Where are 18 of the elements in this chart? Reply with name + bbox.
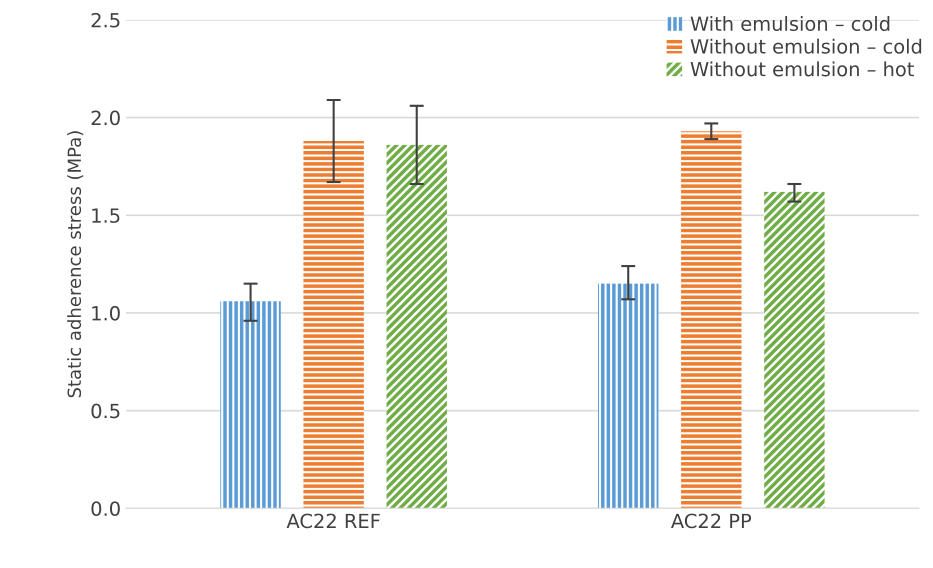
y-tick-label: 1.0	[92, 306, 120, 321]
legend-label: Without emulsion – cold	[690, 38, 922, 54]
legend-label: With emulsion – cold	[690, 16, 890, 32]
y-tick-label: 0.0	[91, 501, 120, 516]
legend-label: Without emulsion – hot	[690, 61, 914, 76]
x-tick-label: AC22 PP	[671, 514, 752, 528]
bar	[386, 144, 447, 508]
bar	[681, 131, 742, 508]
y-tick-label: 0.5	[91, 404, 120, 418]
x-tick-label: AC22 REF	[286, 514, 380, 528]
y-tick-label: 2.0	[92, 110, 120, 126]
bar	[764, 192, 825, 508]
bar	[598, 284, 658, 508]
y-tick-label: 2.5	[92, 12, 120, 28]
y-tick-label: 1.5	[92, 208, 120, 223]
y-axis-title: Static adherence stress (MPa)	[67, 131, 84, 398]
bar	[220, 301, 281, 508]
bar	[303, 141, 364, 508]
